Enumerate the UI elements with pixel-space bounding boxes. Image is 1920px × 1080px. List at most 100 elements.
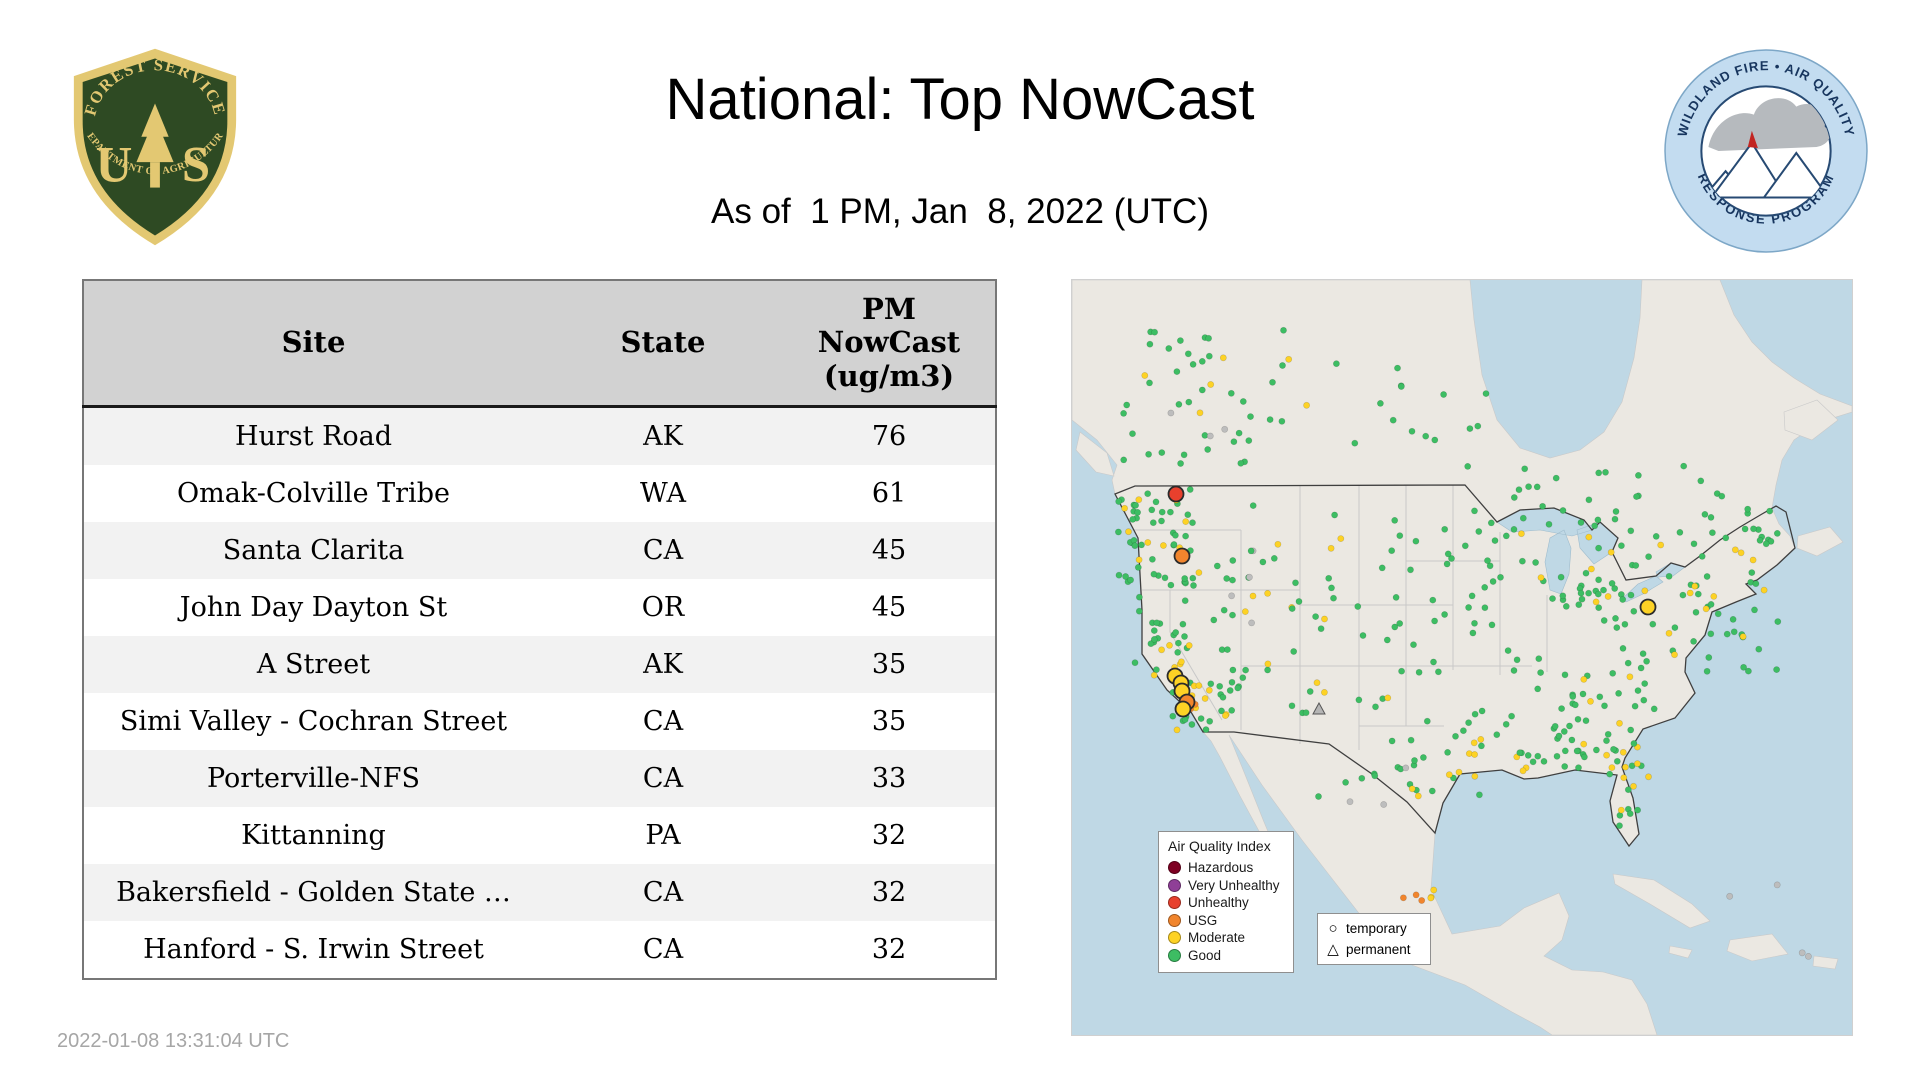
monitor-dot [1234, 684, 1242, 692]
monitor-dot [1328, 584, 1335, 592]
monitor-dot [1594, 516, 1602, 524]
state-cell: OR [641, 592, 685, 623]
monitor-dot [1266, 416, 1274, 423]
monitor-dot [1491, 537, 1499, 544]
monitor-dot [1210, 616, 1218, 624]
site-cell: Hanford - S. Irwin Street [143, 934, 484, 965]
page-title: National: Top NowCast [665, 67, 1255, 132]
table-row: Omak-Colville Tribe WA 61 [83, 465, 996, 522]
usfs-logo: FOREST SERVICE U S DEPARTMENT OF AGRICUL… [68, 42, 237, 246]
monitor-dot [1464, 462, 1472, 470]
monitor-dot [1649, 620, 1657, 628]
monitor-dot [1288, 605, 1296, 612]
monitor-dot [1408, 785, 1416, 793]
monitor-dot [1537, 574, 1545, 581]
state-cell: WA [640, 478, 686, 509]
monitor-dot [1552, 474, 1560, 482]
monitor-dot [1122, 573, 1129, 580]
monitor-dot [1703, 667, 1711, 675]
monitor-dot [1249, 592, 1257, 600]
monitor-dot [1221, 425, 1229, 433]
monitor-dot [1486, 562, 1494, 570]
monitor-dot [1591, 522, 1599, 530]
monitor-dot [1748, 569, 1756, 576]
monitor-dot [1158, 646, 1165, 654]
monitor-dot [1150, 570, 1158, 578]
monitor-dot [1680, 462, 1688, 470]
monitor-dot [1773, 529, 1781, 537]
monitor-dot [1181, 575, 1189, 582]
monitor-dot [1703, 573, 1711, 580]
monitor-dot [1502, 532, 1510, 540]
monitor-dot [1391, 623, 1399, 631]
monitor-dot [1398, 667, 1405, 675]
monitor-dot [1471, 507, 1478, 515]
monitor-dot [1452, 732, 1459, 740]
monitor-dot [1158, 508, 1166, 516]
monitor-dot [1630, 607, 1638, 615]
monitor-dot [1441, 611, 1448, 618]
monitor-dot [1123, 401, 1131, 409]
aqi-category-label: Unhealthy [1188, 895, 1249, 910]
monitor-dot [1730, 628, 1738, 636]
monitor-dot [1504, 647, 1512, 654]
monitor-dot [1707, 600, 1715, 608]
monitor-dot [1228, 592, 1235, 600]
monitor-dot [1585, 533, 1593, 541]
monitor-dot [1631, 702, 1639, 710]
monitor-dot [1574, 715, 1582, 723]
monitor-dot [1320, 688, 1328, 696]
monitor-dot [1639, 650, 1647, 658]
monitor-dot [1429, 596, 1437, 604]
monitor-dot [1158, 449, 1166, 456]
monitor-dot [1568, 736, 1576, 744]
state-cell: CA [642, 934, 684, 965]
monitor-dot [1288, 702, 1296, 710]
monitor-dot [1264, 589, 1271, 597]
nowcast-value-cell: 32 [871, 934, 907, 965]
monitor-dot [1774, 618, 1782, 625]
monitor-dot [1611, 515, 1619, 523]
monitor-dot [1141, 372, 1149, 379]
smoke-plume-icon [1708, 98, 1830, 151]
marker-type-label: permanent [1346, 942, 1411, 957]
monitor-dot [1489, 578, 1497, 585]
monitor-dot [1144, 490, 1152, 498]
monitor-dot [1184, 511, 1192, 519]
monitor-dot [1371, 772, 1379, 780]
monitor-dot [1798, 949, 1806, 957]
monitor-dot [1198, 386, 1206, 394]
monitor-dot [1596, 693, 1604, 701]
permanent-site-marker [1312, 701, 1326, 715]
monitor-dot [1665, 572, 1673, 580]
site-cell: Santa Clarita [222, 535, 405, 566]
monitor-dot [1228, 678, 1236, 686]
monitor-dot [1384, 694, 1392, 702]
monitor-dot [1751, 606, 1758, 614]
monitor-dot [1181, 716, 1189, 723]
monitor-dot [1392, 593, 1400, 601]
monitor-dot [1577, 519, 1585, 526]
monitor-dot [1205, 686, 1213, 694]
monitor-dot [1448, 555, 1455, 562]
monitor-dot [1580, 740, 1588, 748]
monitor-dot [1175, 401, 1183, 408]
monitor-dot [1135, 496, 1143, 504]
monitor-dot [1202, 726, 1210, 733]
monitor-dot [1441, 525, 1449, 533]
monitor-dot [1274, 540, 1282, 548]
monitor-dot [1150, 671, 1158, 679]
monitor-dot [1611, 585, 1619, 592]
monitor-dot [1376, 400, 1384, 407]
site-cell: Simi Valley - Cochran Street [119, 706, 508, 737]
monitor-dot [1180, 451, 1188, 459]
usfs-letter-u: U [96, 137, 133, 193]
monitor-dot [1158, 517, 1165, 525]
monitor-dot [1691, 582, 1699, 590]
monitor-dot [1475, 791, 1483, 799]
monitor-dot [1172, 629, 1180, 636]
monitor-dot [1650, 705, 1658, 713]
monitor-dot [1351, 439, 1359, 447]
monitor-dot [1229, 576, 1236, 584]
monitor-dot [1616, 719, 1623, 727]
